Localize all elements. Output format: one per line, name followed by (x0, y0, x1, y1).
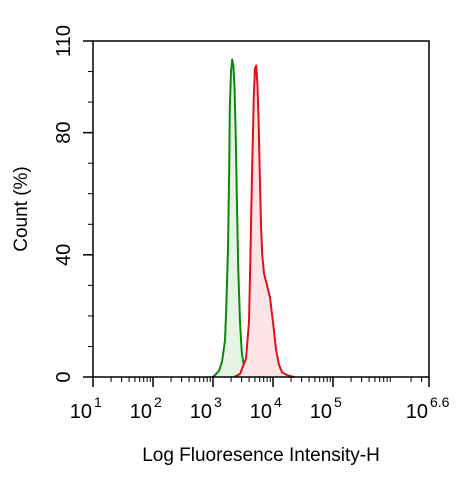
x-tick-exponent: 2 (154, 394, 162, 410)
x-tick-label: 10 (130, 401, 152, 423)
series-layer (212, 58, 295, 378)
x-tick-exponent: 1 (94, 394, 102, 410)
x-tick-exponent: 3 (214, 394, 222, 410)
x-axis-title: Log Fluoresence Intensity-H (142, 445, 380, 466)
y-tick-label: 110 (53, 25, 75, 57)
series-2-line (233, 64, 295, 378)
x-tick-label: 10 (190, 401, 212, 423)
y-tick-label: 80 (53, 122, 75, 144)
x-tick-exponent: 6.6 (430, 394, 450, 410)
series-1-fill (213, 59, 251, 377)
x-tick-labels: 10 1 10 2 10 3 10 4 10 5 10 6.6 (70, 377, 450, 423)
x-tick-exponent: 5 (334, 394, 342, 410)
y-ticks: 0 40 80 110 (53, 25, 93, 383)
x-tick-label: 10 (310, 401, 332, 423)
x-tick-label: 10 (250, 401, 272, 423)
series-1-line (212, 58, 251, 378)
y-tick-label: 40 (53, 244, 75, 266)
series-2-fill (234, 65, 294, 377)
x-tick-label: 10 (70, 401, 92, 423)
y-tick-label: 0 (53, 371, 75, 382)
y-axis-title: Count (%) (11, 166, 32, 252)
x-minor-ticks (110, 377, 423, 382)
plot-frame (92, 40, 430, 378)
x-tick-exponent: 4 (274, 394, 282, 410)
x-tick-label: 10 (406, 401, 428, 423)
